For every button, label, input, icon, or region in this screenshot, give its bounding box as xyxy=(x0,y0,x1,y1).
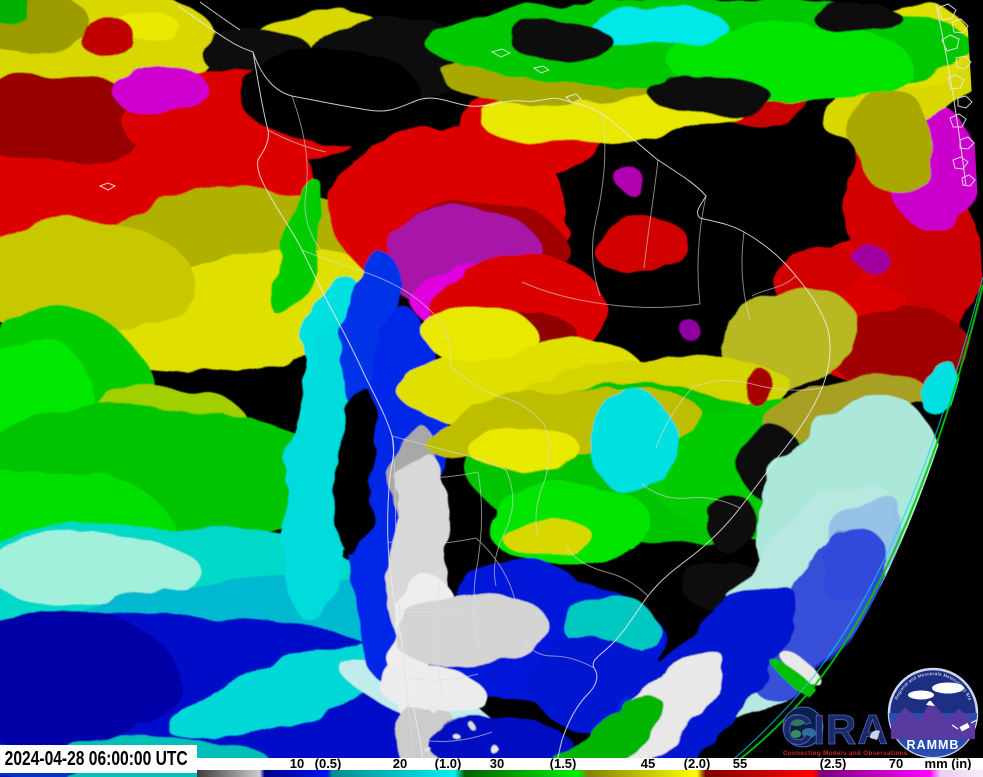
colorbar xyxy=(197,770,983,777)
rammb-cloud-icon xyxy=(932,682,964,694)
rammb-mountains xyxy=(891,701,975,739)
colorbar-tick: 55 xyxy=(732,756,748,771)
colorbar-tick: 20 xyxy=(392,756,408,771)
colorbar-tick: 30 xyxy=(489,756,505,771)
limb-arc-cyan xyxy=(712,276,983,777)
earth-limb xyxy=(712,0,983,777)
colorbar-tick: (1.5) xyxy=(549,756,577,771)
colorbar-tick: 70 xyxy=(888,756,904,771)
country-borders xyxy=(267,95,823,761)
rammb-satellite-icon xyxy=(951,719,978,732)
cira-satellite-dish-icon xyxy=(869,730,880,740)
colorbar-tick: 10 xyxy=(289,756,305,771)
colorbar-tick: (2.5) xyxy=(819,756,847,771)
limb-coastline-mesh xyxy=(935,3,976,187)
timestamp-text: 2024-04-28 06:00:00 UTC xyxy=(4,747,188,770)
rammb-cloud-icon xyxy=(908,690,934,700)
timestamp-box: 2024-04-28 06:00:00 UTC xyxy=(0,745,197,773)
rammb-logo: Regional and Mesoscale Meteorology Branc… xyxy=(887,667,979,759)
colorbar-tick: (0.5) xyxy=(314,756,342,771)
colorbar-tick: 45 xyxy=(640,756,656,771)
colorbar-tick: mm (in) xyxy=(924,756,972,771)
colorbar-tick: (1.0) xyxy=(434,756,462,771)
rammb-logo-text: RAMMB xyxy=(907,738,960,752)
cira-tagline: Connecting Models and Observations xyxy=(783,750,908,757)
colorbar-tick: (2.0) xyxy=(683,756,711,771)
coastlines xyxy=(98,1,831,777)
cira-logo: CIRA Connecting Models and Observations xyxy=(782,706,908,757)
limb-arc-green xyxy=(716,284,983,777)
cira-logo-text: CIRA xyxy=(782,706,889,753)
colorbar-label-strip: 10 (0.5) 20 (1.0) 30 (1.5) 45 (2.0) 55 (2.5) 70 mm … xyxy=(197,756,983,771)
